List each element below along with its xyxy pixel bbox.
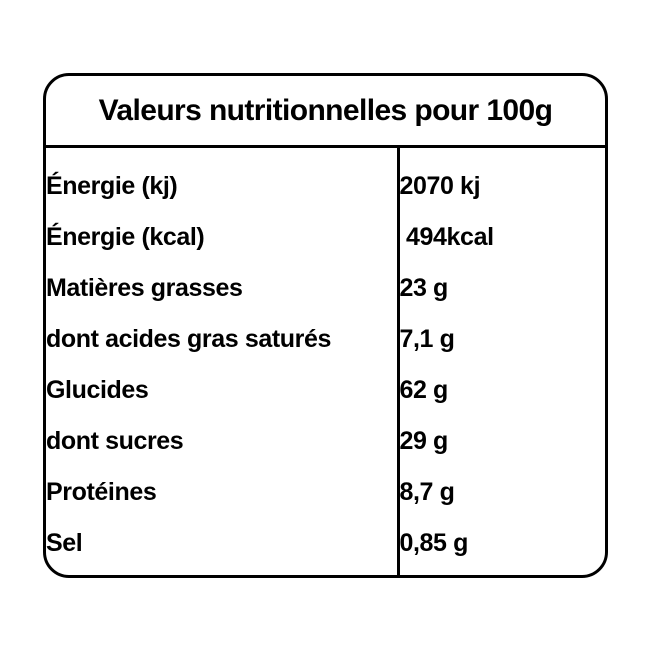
nutrient-value: 7,1 g <box>396 314 605 365</box>
table-row: dont acides gras saturés 7,1 g <box>46 314 605 365</box>
nutrient-label: dont sucres <box>46 427 184 455</box>
nutrient-label: Sel <box>46 529 83 557</box>
spacer-row <box>46 148 605 161</box>
nutrition-table: Énergie (kj) 2070 kj Énergie (kcal) 494k… <box>46 148 605 575</box>
nutrient-value: 0,85 g <box>396 518 605 569</box>
nutrient-label: Matières grasses <box>46 274 243 302</box>
label-header: Valeurs nutritionnelles pour 100g <box>46 76 605 148</box>
nutrient-value: 62 g <box>396 365 605 416</box>
table-row: Matières grasses 23 g <box>46 263 605 314</box>
table-row: dont sucres 29 g <box>46 416 605 467</box>
spacer-row <box>46 569 605 575</box>
spacer-cell <box>396 148 605 161</box>
table-row: Glucides 62 g <box>46 365 605 416</box>
nutrient-value: 494kcal <box>396 212 605 263</box>
nutrient-value: 8,7 g <box>396 467 605 518</box>
nutrient-value: 29 g <box>396 416 605 467</box>
nutrient-value: 23 g <box>396 263 605 314</box>
table-row: Sel 0,85 g <box>46 518 605 569</box>
spacer-cell <box>46 148 398 161</box>
spacer-cell <box>396 569 605 575</box>
nutrient-label: Protéines <box>46 478 157 506</box>
table-row: Protéines 8,7 g <box>46 467 605 518</box>
nutrition-label-box: Valeurs nutritionnelles pour 100g Énergi… <box>43 73 608 578</box>
nutrient-label: Glucides <box>46 376 149 404</box>
nutrient-label: dont acides gras saturés <box>46 325 331 353</box>
nutrient-value: 2070 kj <box>396 161 605 212</box>
spacer-cell <box>46 569 398 575</box>
table-row: Énergie (kj) 2070 kj <box>46 161 605 212</box>
table-row: Énergie (kcal) 494kcal <box>46 212 605 263</box>
nutrient-label: Énergie (kcal) <box>46 223 205 251</box>
label-title: Valeurs nutritionnelles pour 100g <box>98 93 553 127</box>
nutrient-label: Énergie (kj) <box>46 172 178 200</box>
